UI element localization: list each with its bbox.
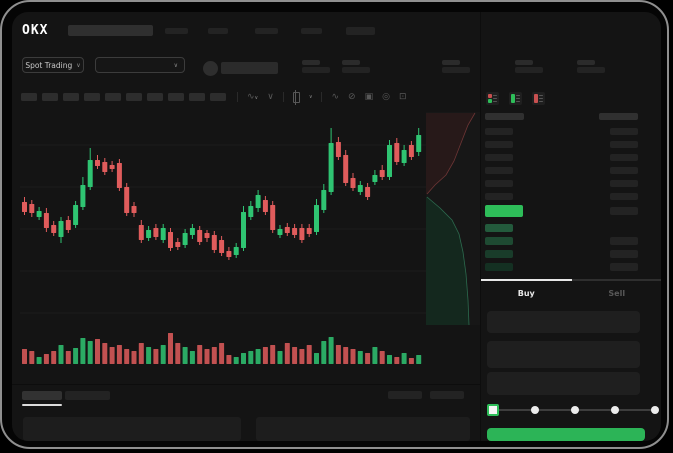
interval-button[interactable] (84, 93, 100, 101)
fullscreen-icon[interactable]: ⊡ (398, 92, 407, 102)
slider-stop[interactable] (487, 404, 499, 416)
interval-button[interactable] (42, 93, 58, 101)
ticker-stat (515, 60, 543, 73)
tab-buy[interactable]: Buy (481, 279, 572, 298)
bottom-section (12, 384, 480, 441)
active-tab-underline (22, 404, 62, 406)
order-history-panel (256, 417, 470, 441)
slider-stop[interactable] (651, 406, 659, 414)
coin-avatar (203, 61, 218, 76)
bottom-action[interactable] (388, 391, 422, 399)
slider-stop[interactable] (571, 406, 579, 414)
buy-button[interactable] (487, 428, 645, 441)
search-input[interactable] (68, 25, 153, 36)
trade-tabs: Buy Sell (481, 279, 661, 298)
chevron-down-icon[interactable]: ∨ (267, 92, 274, 102)
ticker-stat (342, 60, 370, 73)
line-style-icon[interactable]: ∿ (331, 92, 340, 102)
amount-input[interactable] (487, 341, 640, 368)
ticker-stat (302, 60, 330, 73)
ask-row[interactable] (485, 193, 638, 200)
interval-button[interactable] (63, 93, 79, 101)
interval-button[interactable] (21, 93, 37, 101)
camera-icon[interactable]: ▣ (364, 92, 374, 102)
bottom-tab-active[interactable] (22, 391, 62, 400)
settings-icon[interactable]: ◎ (382, 92, 390, 102)
orderbook-header (485, 113, 638, 120)
open-orders-panel (23, 417, 241, 441)
interval-button[interactable] (126, 93, 142, 101)
amount-slider[interactable] (487, 403, 659, 417)
interval-button[interactable] (189, 93, 205, 101)
current-price-row[interactable] (485, 205, 638, 217)
interval-button[interactable] (168, 93, 184, 101)
tab-sell[interactable]: Sell (571, 279, 661, 298)
price-input[interactable] (487, 311, 640, 333)
bottom-tab[interactable] (65, 391, 110, 400)
total-input[interactable] (487, 372, 640, 395)
ask-row[interactable] (485, 141, 638, 148)
interval-button[interactable] (210, 93, 226, 101)
ticker-stat (442, 60, 470, 73)
ticker-stat (577, 60, 605, 73)
candlestick-chart[interactable] (20, 112, 480, 365)
nav-item[interactable] (301, 28, 322, 34)
chevron-down-icon: ∨ (173, 61, 178, 69)
pair-name-placeholder (221, 62, 278, 74)
bottom-action[interactable] (430, 391, 464, 399)
toolbar-divider (237, 92, 238, 102)
orderbook-asks-icon[interactable] (532, 92, 545, 105)
bid-row[interactable] (485, 263, 638, 271)
interval-button[interactable] (105, 93, 121, 101)
candle-type-icon[interactable] (292, 89, 300, 105)
toolbar-divider (321, 92, 323, 102)
trading-app-window: OKX Spot Trading ∨ ∨ ∿∨ ∨ ∨ (12, 12, 661, 441)
ask-row[interactable] (485, 180, 638, 187)
indicators-icon[interactable]: ∿∨ (247, 92, 259, 102)
slider-stop[interactable] (611, 406, 619, 414)
ask-row[interactable] (485, 128, 638, 135)
market-type-label: Spot Trading (25, 60, 73, 70)
chevron-down-icon: ∨ (76, 61, 81, 69)
order-book-panel: Buy Sell (480, 12, 661, 441)
chevron-down-icon[interactable]: ∨ (308, 94, 313, 100)
bid-row[interactable] (485, 224, 638, 232)
nav-item[interactable] (346, 27, 375, 35)
orderbook-bids-icon[interactable] (509, 92, 522, 105)
compare-icon[interactable]: ⊘ (348, 92, 356, 102)
market-type-dropdown[interactable]: Spot Trading ∨ (22, 57, 84, 73)
toolbar-divider (282, 92, 284, 102)
ask-row[interactable] (485, 167, 638, 174)
nav-item[interactable] (165, 28, 188, 34)
bid-rows (485, 224, 638, 276)
ask-row[interactable] (485, 154, 638, 161)
nav-item[interactable] (208, 28, 228, 34)
ask-rows (485, 128, 638, 206)
nav-item[interactable] (255, 28, 278, 34)
bid-row[interactable] (485, 250, 638, 258)
bid-row[interactable] (485, 237, 638, 245)
okx-logo: OKX (22, 23, 49, 38)
pair-selector-dropdown[interactable]: ∨ (95, 57, 185, 73)
orderbook-combined-icon[interactable] (486, 92, 499, 105)
interval-button[interactable] (147, 93, 163, 101)
chart-toolbar: ∿∨ ∨ ∨ ∿ ⊘ ▣ ◎ ⊡ (21, 89, 407, 105)
slider-stop[interactable] (531, 406, 539, 414)
last-price-badge (485, 205, 523, 217)
